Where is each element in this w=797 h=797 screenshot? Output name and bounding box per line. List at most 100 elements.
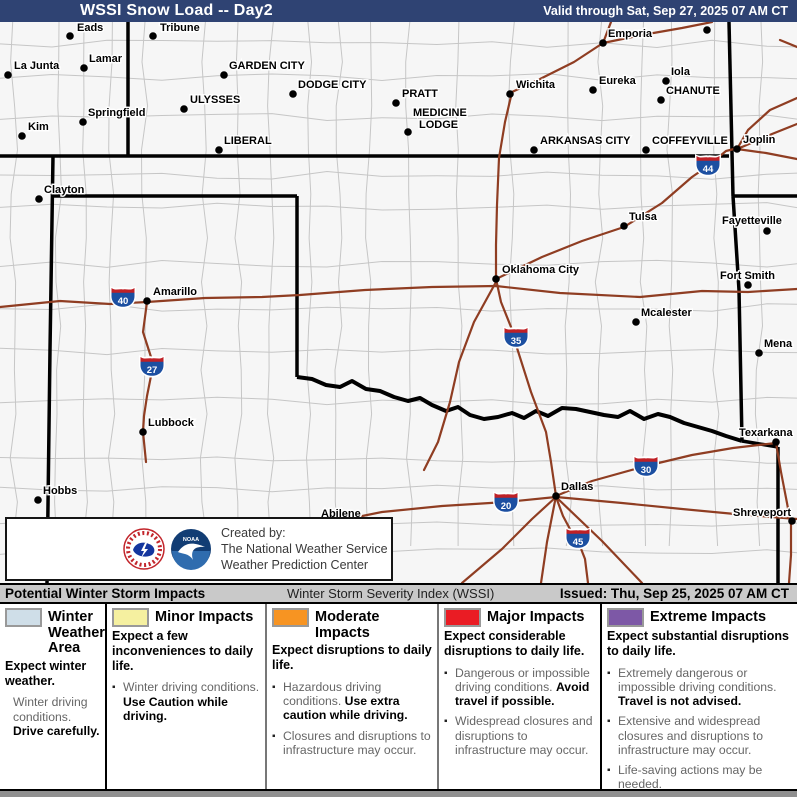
city-label: Eureka [599,75,637,87]
county-line [594,22,604,547]
city-dot [492,275,500,283]
legend-title: Minor Impacts [155,609,254,625]
bullet-marker-icon: ▪ [607,716,611,728]
interstate-number: 27 [147,365,158,376]
legend-bullet: ▪ Extensive and widespread closures and d… [607,714,794,757]
legend-bullet: ▪ Extremely dangerous or impossible drivi… [607,666,794,709]
city-label: Oklahoma City [502,264,580,276]
city-label: Lubbock [148,417,195,429]
highway-road [422,280,498,472]
highway-road [554,495,797,521]
legend-lead-text: Expect disruptions to daily life. [272,643,432,673]
interstate-35-shield-icon: 35 [503,326,529,349]
county-line [0,113,797,122]
state-border [731,195,744,442]
credit-line-3: Weather Prediction Center [221,558,369,572]
highway-road [601,22,714,45]
county-line [0,39,797,49]
legend-swatch [5,608,42,627]
city-label: ULYSSES [190,94,240,106]
county-line [305,22,313,547]
legend-column-winter-weather-area: Winter Weather Area Expect winter weather… [0,604,105,789]
county-line [0,347,797,356]
interstate-number: 20 [501,501,512,512]
highway-road [494,122,797,281]
legend-column-extreme-impacts: Extreme Impacts Expect substantial disrup… [600,604,797,792]
bullet-bold-text: Avoid travel if possible. [455,679,590,709]
legend-column-moderate-impacts: Moderate Impacts Expect disruptions to da… [265,604,437,789]
county-line [0,170,797,180]
city-label: Eads [77,22,103,34]
interstate-27-shield-icon: 27 [139,355,165,378]
city-dot [657,96,665,104]
city-label: La Junta [14,60,60,72]
legend-bullet: ▪ Winter driving conditions. Use Caution … [112,680,262,723]
bullet-text: Winter driving conditions. Use Caution w… [123,680,260,723]
city-dot [788,517,796,525]
city-label: COFFEYVILLE [652,135,728,147]
city-label: Dallas [561,481,593,493]
bullet-text: Widespread closures and disruptions to i… [455,714,593,757]
bullet-bold-text: Travel is not advised. [618,694,742,709]
city-dot [599,39,607,47]
county-line [140,22,149,547]
city-label: Iola [671,66,691,78]
legend-swatch [444,608,481,627]
city-label: Amarillo [153,286,197,298]
impacts-title: Potential Winter Storm Impacts [5,586,206,601]
noaa-logo-icon: NOAA [171,529,211,570]
map-area: 44 40 27 35 30 20 45 Eads Tribune La Junta Lamar GA… [0,22,797,583]
city-dot [220,71,228,79]
wssi-subtitle: Winter Storm Severity Index (WSSI) [287,586,495,601]
legend-bullet: ▪ Widespread closures and disruptions to … [444,714,597,757]
bullet-text: Extensive and widespread closures and di… [618,714,763,757]
city-label: Springfield [88,107,145,119]
city-label: Mena [764,338,793,350]
interstate-30-shield-icon: 30 [633,455,659,478]
county-line [54,22,63,547]
bullet-marker-icon: ▪ [607,765,611,777]
bullet-text: Closures and disruptions to infrastructu… [283,728,431,757]
interstate-number: 45 [573,537,584,548]
state-border [727,22,735,197]
highway-road [735,96,797,151]
city-dot [620,222,628,230]
bullet-marker-icon: ▪ [444,667,448,679]
city-dot [79,118,87,126]
legend-bullet: ▪ Dangerous or impossible driving conditi… [444,666,597,709]
city-label: MEDICINE LODGE [413,107,467,131]
county-line [712,22,720,547]
city-dot [733,145,741,153]
city-label: Joplin [743,134,776,146]
legend-swatch [607,608,644,627]
county-line [405,22,413,547]
issued-text: Issued: Thu, Sep 25, 2025 07 AM CT [559,586,789,601]
city-dot [139,428,147,436]
city-dot [589,86,597,94]
credit-line-2: The National Weather Service [221,542,388,556]
county-line [0,484,797,493]
legend-lead-text: Expect considerable disruptions to daily… [444,629,585,658]
nws-logo-icon [123,528,165,570]
city-dot [506,90,514,98]
city-label: Hobbs [43,485,77,497]
credit-text: Created by: The National Weather Service… [221,525,388,573]
bullet-text: Life-saving actions may be needed. [618,763,763,792]
bullet-bold-text: Drive carefully. [13,724,100,738]
impacts-title-bar: Potential Winter Storm Impacts Winter St… [0,583,797,604]
credit-box: NOAA Created by: The National Weather Se… [5,517,393,581]
city-label: Lamar [89,53,123,65]
interstate-44-shield-icon: 44 [695,154,721,177]
county-line [9,22,19,547]
highway-road [778,38,797,49]
bullet-marker-icon: ▪ [444,716,448,728]
city-label: Clayton [44,184,85,196]
highway-road [554,495,644,583]
city-label: Kim [28,121,49,133]
interstate-number: 30 [641,465,652,476]
bullet-bold-text: Use extra caution while driving. [283,694,408,723]
legend-swatch [272,608,309,627]
legend-column-major-impacts: Major Impacts Expect considerable disrupt… [437,604,600,789]
impact-legend: Winter Weather Area Expect winter weather… [0,604,797,792]
county-line [0,456,797,464]
